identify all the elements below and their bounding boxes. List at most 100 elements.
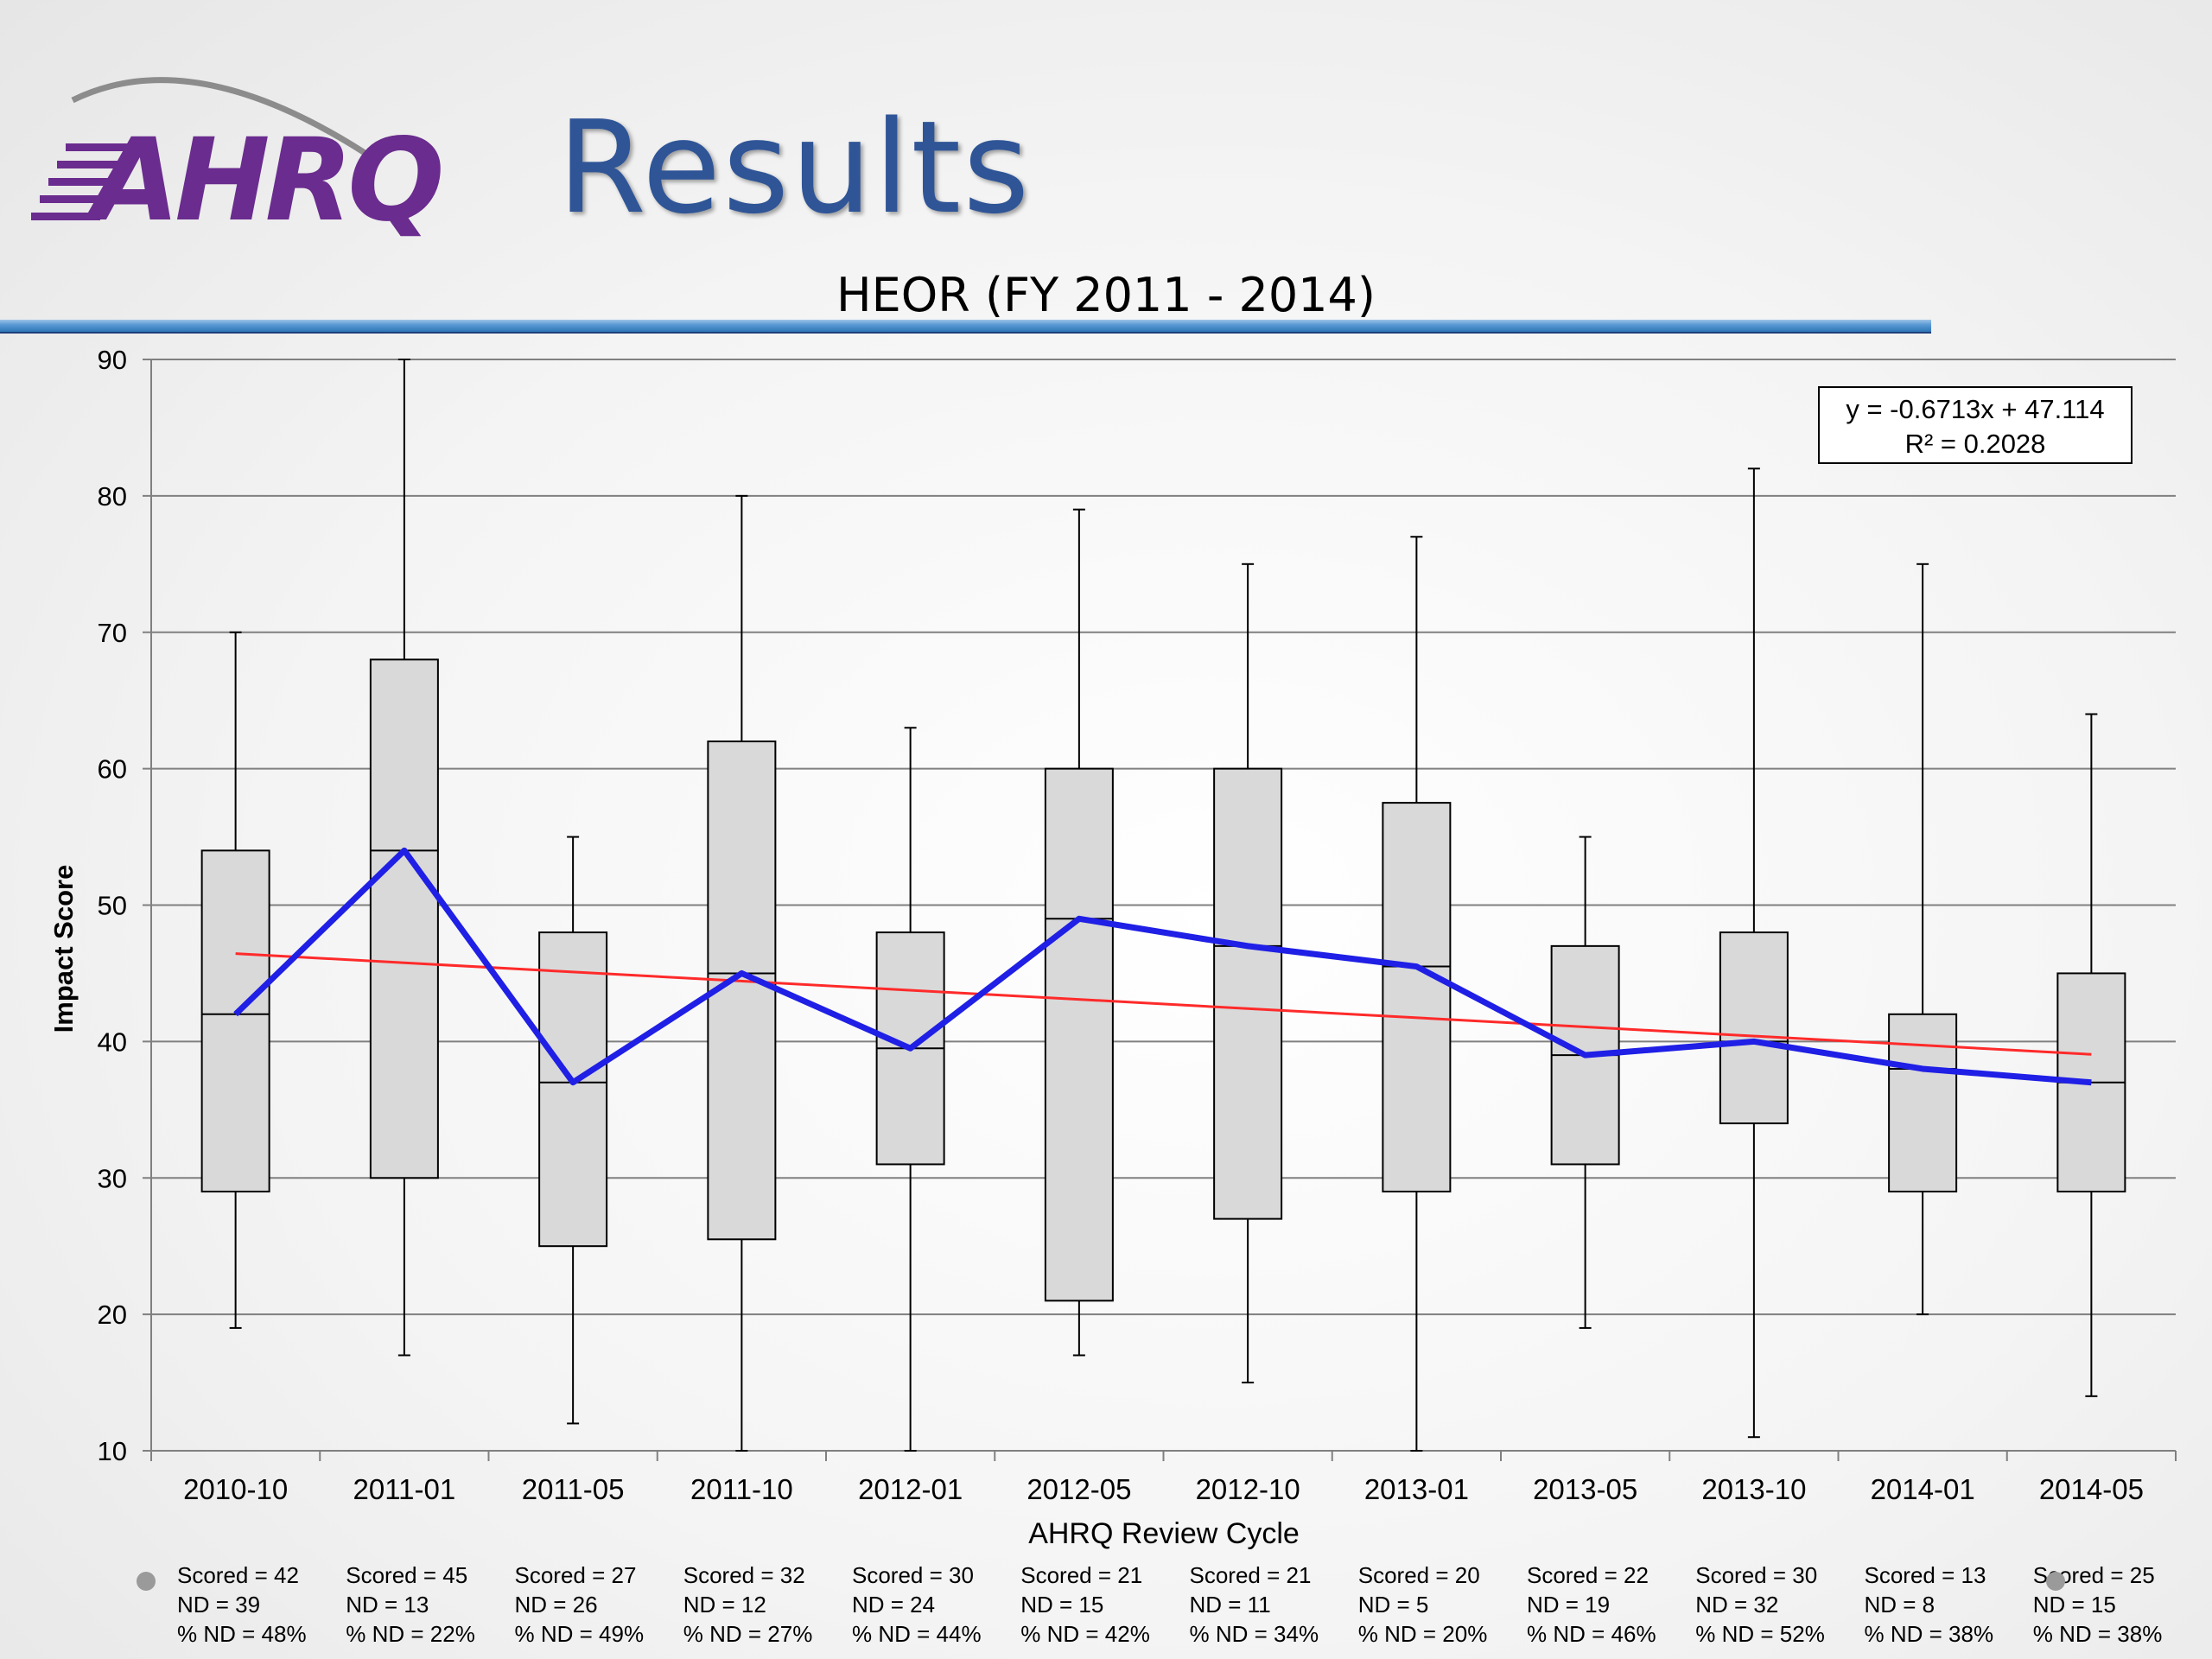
annotation-line: ND = 15	[2033, 1592, 2116, 1618]
annotation-line: % ND = 49%	[515, 1621, 645, 1647]
y-tick-label: 70	[98, 618, 127, 648]
ahrq-logo: AHRQ	[31, 48, 463, 247]
annotation-line: Scored = 30	[852, 1562, 974, 1588]
annotation-line: % ND = 38%	[1865, 1621, 1994, 1647]
x-tick-label: 2011-01	[353, 1473, 456, 1505]
box-2014-05	[2056, 713, 2126, 1397]
iqr-box	[1044, 767, 1114, 1302]
annotation-line: ND = 5	[1358, 1592, 1429, 1618]
x-tick-label: 2014-05	[2039, 1473, 2144, 1505]
annotation-line: % ND = 22%	[346, 1621, 475, 1647]
annotation-line: ND = 32	[1695, 1592, 1778, 1618]
annotation-line: Scored = 30	[1695, 1562, 1817, 1588]
trendline-equation-box: y = -0.6713x + 47.114 R² = 0.2028	[1818, 386, 2133, 464]
iqr-box	[1382, 802, 1452, 1193]
sample-size-annotations: Scored = 42 ND = 39 % ND = 48% Scored = 45 N…	[177, 1562, 2162, 1647]
annotation-line: % ND = 44%	[852, 1621, 982, 1647]
box-2013-01	[1382, 536, 1452, 1452]
x-tick-label: 2012-05	[1027, 1473, 1131, 1505]
annotation-line: ND = 24	[852, 1592, 935, 1618]
logo-swoosh	[71, 77, 378, 163]
iqr-box	[200, 849, 270, 1193]
linear-trendline	[235, 952, 2092, 1056]
annotation-line: % ND = 46%	[1527, 1621, 1656, 1647]
annotation-line: % ND = 42%	[1020, 1621, 1150, 1647]
iqr-box	[369, 658, 439, 1179]
chart-title: HEOR (FY 2011 - 2014)	[836, 268, 1376, 322]
annotation-line: % ND = 52%	[1695, 1621, 1825, 1647]
median-line-group	[233, 847, 2092, 1086]
trendline-r2: R² = 0.2028	[1905, 429, 2046, 459]
y-tick-label: 10	[98, 1436, 127, 1466]
annotation-line: ND = 39	[177, 1592, 260, 1618]
box-2012-05	[1044, 508, 1114, 1357]
annotation-line: ND = 19	[1527, 1592, 1610, 1618]
logo-text: AHRQ	[84, 114, 441, 238]
box-series	[200, 359, 2126, 1452]
bullet-marker	[2046, 1572, 2065, 1591]
x-tick-label: 2010-10	[183, 1473, 288, 1505]
bullet-marker	[137, 1572, 156, 1591]
x-tick-label: 2011-05	[522, 1473, 625, 1505]
annotation-line: Scored = 27	[515, 1562, 637, 1588]
annotation-line: Scored = 21	[1020, 1562, 1142, 1588]
y-tick-label: 20	[98, 1300, 127, 1330]
annotation-line: ND = 11	[1190, 1592, 1271, 1618]
annotation-line: Scored = 45	[346, 1562, 467, 1588]
x-tick-label: 2012-01	[858, 1473, 963, 1505]
iqr-box	[1213, 767, 1283, 1220]
annotation-line: Scored = 22	[1527, 1562, 1649, 1588]
annotation-line: ND = 12	[683, 1592, 766, 1618]
box-2011-05	[538, 836, 608, 1425]
x-tick-label: 2013-05	[1533, 1473, 1637, 1505]
y-tick-label: 60	[98, 754, 127, 785]
box-2012-01	[875, 727, 945, 1452]
annotation-line: Scored = 20	[1358, 1562, 1480, 1588]
x-tick-label: 2012-10	[1196, 1473, 1300, 1505]
x-axis-label: AHRQ Review Cycle	[1028, 1517, 1300, 1550]
y-axis-label: Impact Score	[48, 865, 79, 1033]
y-axis-ticks: 10 20 30 40 50 60 70 80 90	[98, 345, 151, 1466]
annotation-line: % ND = 48%	[177, 1621, 307, 1647]
box-2013-05	[1550, 836, 1620, 1329]
box-2011-01	[369, 359, 439, 1357]
box-2013-10	[1719, 467, 1789, 1439]
annotation-line: % ND = 20%	[1358, 1621, 1488, 1647]
y-tick-label: 90	[98, 345, 127, 375]
box-2014-01	[1888, 563, 1958, 1316]
trendline-group	[235, 952, 2092, 1056]
annotation-line: ND = 15	[1020, 1592, 1103, 1618]
box-2012-10	[1213, 563, 1283, 1384]
gridlines	[150, 359, 2176, 1452]
annotation-line: ND = 13	[346, 1592, 429, 1618]
y-tick-label: 50	[98, 891, 127, 921]
annotation-line: Scored = 21	[1190, 1562, 1312, 1588]
x-tick-label: 2013-01	[1364, 1473, 1469, 1505]
iqr-box	[1888, 1013, 1958, 1193]
title-divider	[0, 320, 1931, 334]
x-axis-ticks: 2010-10 2011-01 2011-05 2011-10 2012-01 2012-…	[150, 1451, 2177, 1505]
annotation-line: Scored = 42	[177, 1562, 299, 1588]
annotation-line: % ND = 27%	[683, 1621, 813, 1647]
median-trend-line	[233, 847, 2092, 1086]
x-tick-label: 2013-10	[1701, 1473, 1806, 1505]
slide-title: Results	[557, 93, 1032, 242]
equation-frame	[1818, 386, 2133, 464]
annotation-line: ND = 26	[515, 1592, 598, 1618]
y-tick-label: 30	[98, 1163, 127, 1193]
iqr-box	[1719, 931, 1789, 1125]
annotation-line: % ND = 38%	[2033, 1621, 2163, 1647]
box-2010-10	[200, 631, 270, 1329]
y-tick-label: 80	[98, 481, 127, 512]
iqr-box	[538, 931, 608, 1248]
y-tick-label: 40	[98, 1027, 127, 1057]
logo-speed-lines	[31, 143, 135, 220]
annotation-line: Scored = 32	[683, 1562, 805, 1588]
annotation-line: ND = 8	[1865, 1592, 1936, 1618]
annotation-line: % ND = 34%	[1190, 1621, 1319, 1647]
annotation-line: Scored = 13	[1865, 1562, 1986, 1588]
trendline-equation: y = -0.6713x + 47.114	[1846, 394, 2104, 424]
x-tick-label: 2011-10	[690, 1473, 793, 1505]
x-tick-label: 2014-01	[1871, 1473, 1975, 1505]
